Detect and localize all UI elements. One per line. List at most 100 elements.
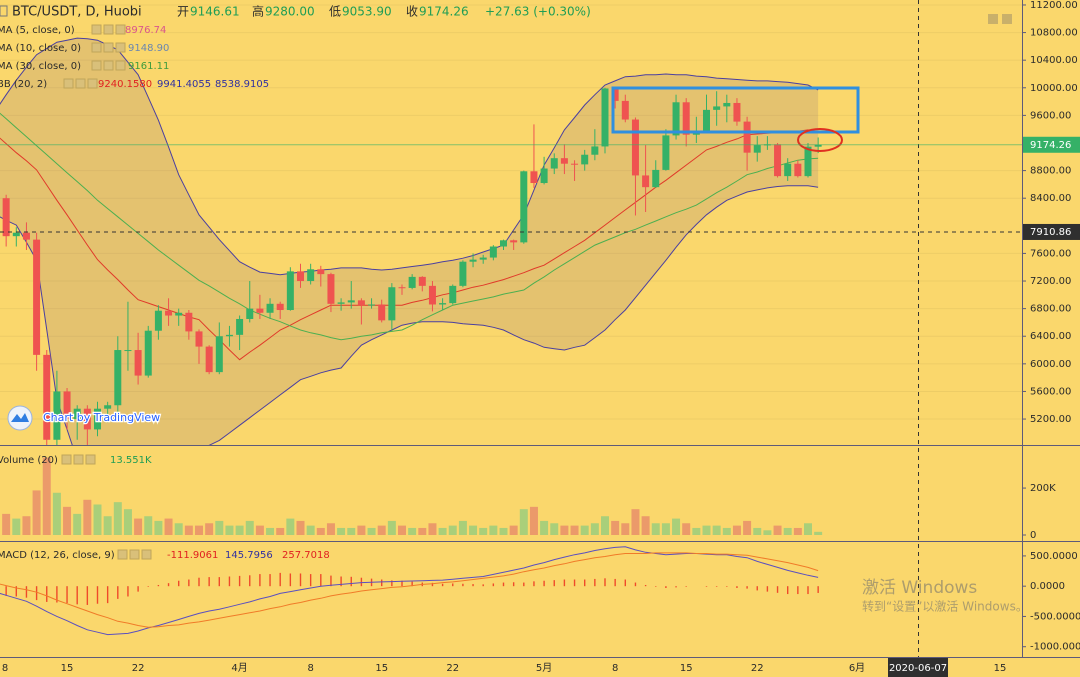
candle-body [104,405,112,409]
volume-bar [73,513,82,535]
legend-icon[interactable] [115,42,126,53]
volume-bar [235,525,244,535]
legend-icon[interactable] [103,24,114,35]
volume-bar [773,525,782,535]
toolbar-icon[interactable] [988,14,998,24]
symbol-title: BTC/USDT, D, Huobi [12,5,142,20]
close-value: 9174.26 [419,5,469,19]
legend-icon[interactable] [87,78,98,89]
candle-body [642,175,650,188]
legend-icon[interactable] [91,42,102,53]
x-tick-label: 4月 [231,662,247,674]
volume-bar [276,527,285,535]
candle-body [368,304,376,306]
candle-body [530,171,538,184]
candle-body [621,100,629,120]
toolbar-icon[interactable] [1002,14,1012,24]
open-value: 9146.61 [190,5,240,19]
candle-body [33,239,41,355]
candle-body [225,334,233,337]
legend-icon[interactable] [103,60,114,71]
x-tick-label: 8 [307,663,313,674]
macd-legend-name: MACD (12, 26, close, 9) [0,550,115,561]
volume-bar [245,520,254,535]
change-value: +27.63 (+0.30%) [485,5,591,19]
candle-body [43,354,51,440]
legend-icon[interactable] [91,60,102,71]
legend-icon[interactable] [117,549,128,560]
legend-icon[interactable] [129,549,140,560]
x-tick-label: 22 [751,663,764,674]
candle-body [601,88,609,147]
macd-legend-value: -111.9061 [167,550,218,561]
candle-body [327,274,335,304]
legend-value: 9941.4055 [157,79,211,90]
legend-icon[interactable] [75,78,86,89]
y-tick-label: 10400.00 [1030,55,1078,66]
legend-icon[interactable] [63,78,74,89]
collapse-icon[interactable] [0,5,8,17]
candle-body [83,408,91,430]
candle-body [489,246,497,258]
last-price-tag [1023,136,1080,153]
volume-bar [479,527,488,535]
volume-bar [509,525,518,535]
macd-line [0,546,819,636]
legend-icon[interactable] [115,60,126,71]
candle-body [337,302,345,304]
candle-body [12,232,20,237]
macd-legend-value: 257.7018 [282,550,330,561]
candle-body [418,276,426,286]
candle-body [774,144,782,177]
legend-icon[interactable] [61,454,72,465]
candle-body [560,158,568,164]
crosshair-date-label: 2020-06-07 [889,663,947,674]
volume-bar [438,527,447,535]
candle-body [743,121,751,153]
candle-body [317,269,325,275]
candle-body [357,300,365,306]
candle-body [246,308,254,319]
volume-bar [631,509,640,535]
y-tick-label: 5600.00 [1030,386,1071,397]
y-tick-label: 11200.00 [1030,0,1078,11]
volume-bar [753,527,762,535]
legend-icon[interactable] [103,42,114,53]
volume-bar [804,523,812,535]
candle-body [165,310,173,316]
candle-body [550,158,558,169]
candle-body [175,312,183,316]
legend-icon[interactable] [115,24,126,35]
candle-body [236,318,244,335]
candle-body [581,154,589,165]
volume-bar [398,525,406,535]
candle-body [266,303,274,313]
volume-bar [63,506,72,535]
candle-body [510,240,518,243]
volume-bar [448,525,457,535]
candle-body [662,135,670,170]
volume-bar [682,523,691,535]
volume-bar [519,509,528,535]
candle-body [814,144,822,147]
legend-icon[interactable] [73,454,84,465]
legend-icon[interactable] [91,24,102,35]
legend-value: 9148.90 [128,43,169,54]
volume-bar [529,506,538,535]
legend-icon[interactable] [141,549,152,560]
y-tick-label: 6400.00 [1030,331,1071,342]
legend-icon[interactable] [85,454,96,465]
candle-body [408,276,416,288]
volume-bar [316,527,325,535]
candle-body [378,304,386,321]
volume-bar [12,518,21,535]
candle-body [713,106,721,110]
y-tick-label: 6800.00 [1030,304,1071,315]
open-label: 开 [177,5,189,19]
candle-body [753,145,761,153]
volume-bar [621,523,630,535]
volume-bar [52,492,61,535]
volume-bar [184,525,193,535]
volume-bar [367,527,376,535]
